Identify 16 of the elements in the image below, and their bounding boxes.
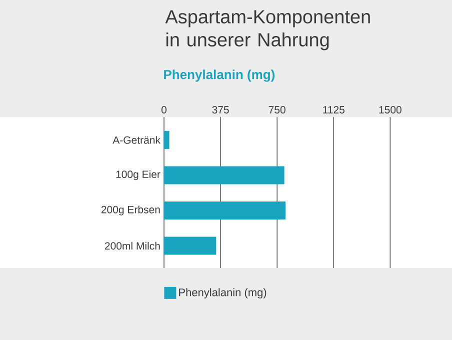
bar — [164, 130, 170, 149]
y-tick-label: 200g Erbsen — [101, 206, 160, 216]
bar — [164, 201, 286, 220]
y-tick-label: A-Getränk — [112, 136, 160, 144]
x-axis-title: Phenylalanin (mg) — [164, 70, 275, 82]
y-tick-label: 100g Eier — [116, 170, 160, 180]
x-tick-label: 1500 — [379, 106, 402, 114]
bar — [164, 166, 284, 184]
legend-label: Phenylalanin (mg) — [179, 288, 266, 298]
x-tick-label: 1125 — [323, 106, 344, 114]
x-tick-label: 0 — [161, 106, 167, 114]
chart-title: Aspartam-Komponenten in unserer Nahrung — [165, 10, 370, 50]
bar — [164, 236, 216, 255]
x-tick-label: 750 — [268, 106, 286, 114]
y-tick-label: 200ml Milch — [104, 242, 160, 250]
x-tick-label: 375 — [212, 106, 229, 114]
